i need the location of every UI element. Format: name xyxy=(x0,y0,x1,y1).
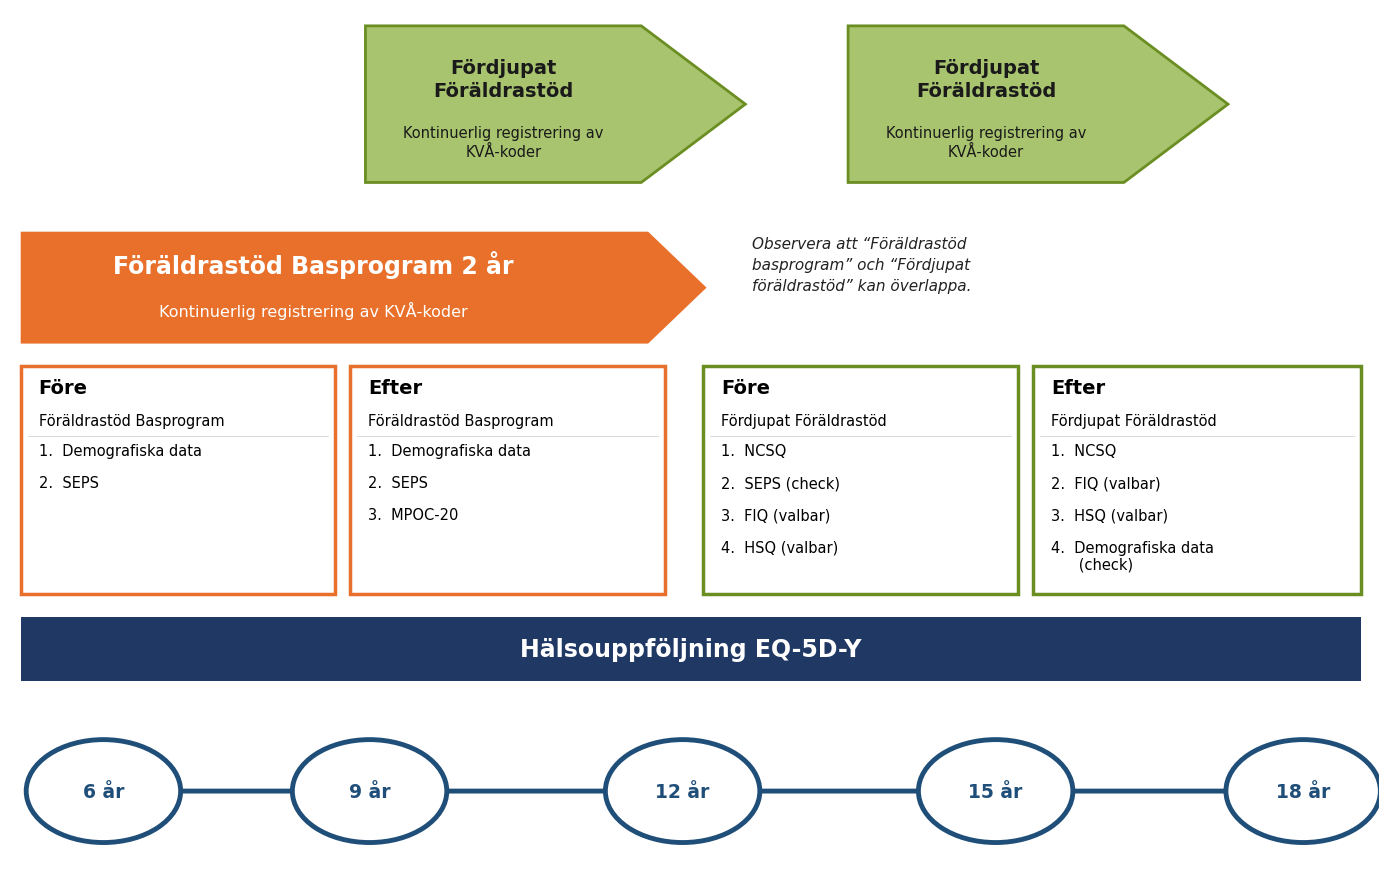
Text: Kontinuerlig registrering av KVÅ-koder: Kontinuerlig registrering av KVÅ-koder xyxy=(160,301,467,320)
Text: Föräldrastöd Basprogram: Föräldrastöd Basprogram xyxy=(39,414,225,429)
Text: Fördjupat Föräldrastöd: Fördjupat Föräldrastöd xyxy=(1051,414,1216,429)
Text: Efter: Efter xyxy=(368,378,422,397)
Text: Hälsouppföljning EQ-5D-Y: Hälsouppföljning EQ-5D-Y xyxy=(520,637,862,661)
Ellipse shape xyxy=(918,740,1073,842)
Text: Fördjupat
Föräldrastöd: Fördjupat Föräldrastöd xyxy=(916,59,1056,101)
Text: 2.  SEPS: 2. SEPS xyxy=(368,476,429,491)
Text: 2.  SEPS: 2. SEPS xyxy=(39,476,99,491)
Text: 2.  FIQ (valbar): 2. FIQ (valbar) xyxy=(1051,476,1160,491)
Text: 4.  HSQ (valbar): 4. HSQ (valbar) xyxy=(721,540,838,555)
Ellipse shape xyxy=(26,740,181,842)
Text: 6 år: 6 år xyxy=(83,781,124,801)
Polygon shape xyxy=(848,27,1227,183)
Text: 1.  Demografiska data: 1. Demografiska data xyxy=(39,443,201,459)
Text: 4.  Demografiska data
      (check): 4. Demografiska data (check) xyxy=(1051,540,1214,572)
Ellipse shape xyxy=(292,740,447,842)
Text: Före: Före xyxy=(39,378,88,397)
Text: 2.  SEPS (check): 2. SEPS (check) xyxy=(721,476,840,491)
Text: 15 år: 15 år xyxy=(968,781,1023,801)
FancyBboxPatch shape xyxy=(21,617,1361,681)
Text: Fördjupat
Föräldrastöd: Fördjupat Föräldrastöd xyxy=(433,59,574,101)
Text: Fördjupat Föräldrastöd: Fördjupat Föräldrastöd xyxy=(721,414,887,429)
Text: Kontinuerlig registrering av
KVÅ-koder: Kontinuerlig registrering av KVÅ-koder xyxy=(403,126,604,159)
Ellipse shape xyxy=(1226,740,1379,842)
Text: 18 år: 18 år xyxy=(1276,781,1331,801)
Text: 9 år: 9 år xyxy=(349,781,390,801)
Text: 3.  FIQ (valbar): 3. FIQ (valbar) xyxy=(721,508,830,523)
FancyBboxPatch shape xyxy=(21,367,335,595)
FancyBboxPatch shape xyxy=(1033,367,1361,595)
Text: 12 år: 12 år xyxy=(655,781,710,801)
FancyBboxPatch shape xyxy=(350,367,665,595)
Text: 3.  HSQ (valbar): 3. HSQ (valbar) xyxy=(1051,508,1168,523)
Ellipse shape xyxy=(605,740,760,842)
Text: 1.  Demografiska data: 1. Demografiska data xyxy=(368,443,531,459)
Polygon shape xyxy=(21,232,706,344)
Text: 1.  NCSQ: 1. NCSQ xyxy=(721,443,786,459)
Text: Efter: Efter xyxy=(1051,378,1105,397)
Text: 1.  NCSQ: 1. NCSQ xyxy=(1051,443,1116,459)
Text: Föräldrastöd Basprogram 2 år: Föräldrastöd Basprogram 2 år xyxy=(113,251,514,279)
Polygon shape xyxy=(365,27,745,183)
Text: Före: Före xyxy=(721,378,771,397)
FancyBboxPatch shape xyxy=(703,367,1018,595)
Text: Föräldrastöd Basprogram: Föräldrastöd Basprogram xyxy=(368,414,554,429)
Text: Observera att “Föräldrastöd
basprogram” och “Fördjupat
föräldrastöd” kan överlap: Observera att “Föräldrastöd basprogram” … xyxy=(752,237,971,294)
Text: 3.  MPOC-20: 3. MPOC-20 xyxy=(368,508,459,523)
Text: Kontinuerlig registrering av
KVÅ-koder: Kontinuerlig registrering av KVÅ-koder xyxy=(885,126,1087,159)
